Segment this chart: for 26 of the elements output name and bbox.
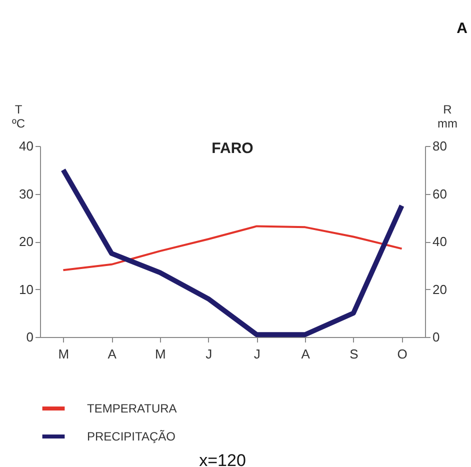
text: A bbox=[456, 20, 468, 37]
x-tick-label: M bbox=[58, 346, 70, 362]
line-series bbox=[62, 225, 403, 272]
legend-label: TEMPERATURA bbox=[87, 402, 177, 416]
y2-tick-label: 0 bbox=[432, 330, 440, 344]
y-tick-label: 30 bbox=[19, 186, 34, 202]
y2-tick-label: 20 bbox=[432, 282, 447, 297]
legend-label: PRECIPITAÇÃO bbox=[87, 430, 176, 444]
y-tick-label: 0 bbox=[26, 330, 34, 344]
chart-title: FARO bbox=[212, 140, 254, 157]
y-axis-title: T ºC bbox=[12, 102, 26, 130]
x-tick-label: A bbox=[108, 346, 117, 362]
x-tick-label: M bbox=[155, 346, 166, 362]
x-tick-label: S bbox=[350, 346, 359, 362]
y2-tick-label: 60 bbox=[432, 186, 447, 202]
text: x=120 bbox=[199, 451, 246, 467]
y-tick-label: 10 bbox=[19, 282, 34, 297]
y-tick-label: 20 bbox=[19, 234, 34, 249]
x-tick-label: J bbox=[254, 346, 260, 362]
y2-tick-label: 80 bbox=[432, 138, 447, 154]
y2-axis-title: R mm bbox=[438, 102, 458, 130]
y2-tick-label: 40 bbox=[432, 234, 447, 249]
y-tick-label: 40 bbox=[19, 138, 34, 154]
x-tick-label: A bbox=[301, 346, 310, 362]
x-tick-label: J bbox=[206, 346, 212, 362]
x-tick-label: O bbox=[397, 346, 408, 362]
